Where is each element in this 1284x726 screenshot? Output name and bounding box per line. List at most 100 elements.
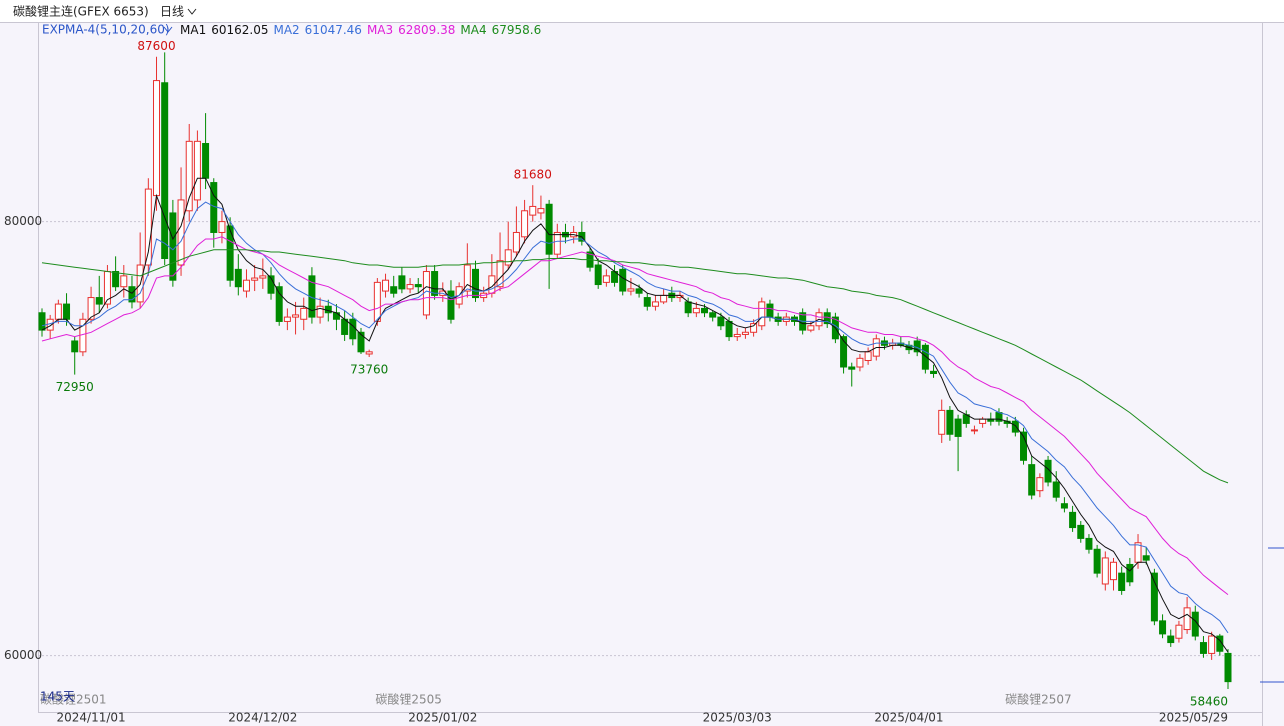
candle-body bbox=[472, 268, 480, 299]
candle-body bbox=[193, 140, 201, 201]
candle-body bbox=[63, 303, 71, 320]
candle-body bbox=[177, 199, 185, 266]
candle-body bbox=[349, 318, 357, 340]
candle-body bbox=[71, 340, 79, 353]
candle-body bbox=[259, 275, 267, 279]
candle-body bbox=[128, 286, 136, 303]
legend: MA1 60162.05 MA2 61047.46 MA3 62809.38 MA4 6795… bbox=[180, 23, 541, 37]
candle-body bbox=[1183, 607, 1191, 631]
candle-body bbox=[717, 316, 725, 327]
candle-body bbox=[463, 264, 471, 292]
legend-value: 61047.46 bbox=[305, 23, 362, 37]
candle-body bbox=[1142, 555, 1150, 561]
candle-body bbox=[161, 82, 169, 260]
candle-body bbox=[431, 271, 439, 296]
candle-body bbox=[1036, 477, 1044, 492]
extreme-label: 87600 bbox=[137, 39, 175, 53]
legend-value: 67958.6 bbox=[492, 23, 542, 37]
extreme-label: 73760 bbox=[350, 363, 388, 377]
candle-body bbox=[807, 325, 815, 331]
x-tick-label: 2025/03/03 bbox=[703, 711, 772, 725]
candle-body bbox=[316, 305, 324, 318]
candle-body bbox=[1126, 563, 1134, 583]
legend-entry: MA3 62809.38 bbox=[367, 23, 455, 37]
period-selector[interactable]: 日线 bbox=[160, 5, 184, 19]
candle-body bbox=[619, 268, 627, 292]
candle-body bbox=[725, 320, 733, 338]
candle-body bbox=[553, 231, 561, 255]
candle-body bbox=[766, 303, 774, 318]
legend-value: 62809.38 bbox=[398, 23, 455, 37]
candle-body bbox=[741, 331, 749, 335]
candle-body bbox=[87, 297, 95, 320]
candle-body bbox=[300, 307, 308, 320]
ma-line bbox=[41, 201, 1229, 634]
candle-body bbox=[1101, 557, 1109, 585]
candle-body bbox=[447, 290, 455, 320]
candle-body bbox=[840, 336, 848, 368]
y-tick-label: 60000 bbox=[4, 648, 42, 662]
candle-body bbox=[496, 260, 504, 288]
chevron bbox=[187, 8, 197, 15]
candle-body bbox=[1069, 511, 1077, 529]
candle-body bbox=[54, 303, 62, 320]
extreme-label: 72950 bbox=[56, 380, 94, 394]
legend-entry: MA2 61047.46 bbox=[273, 23, 361, 37]
indicator-name[interactable]: EXPMA-4(5,10,20,60) bbox=[42, 23, 170, 37]
header-bar bbox=[0, 0, 1284, 22]
candle-body bbox=[406, 284, 414, 290]
candle-body bbox=[1208, 635, 1216, 654]
candle-body bbox=[373, 281, 381, 322]
candle-body bbox=[332, 312, 340, 320]
candle-body bbox=[946, 409, 954, 435]
candle-body bbox=[627, 288, 635, 292]
candle-body bbox=[357, 331, 365, 353]
legend-entry: MA4 67958.6 bbox=[460, 23, 541, 37]
candle-body bbox=[692, 307, 700, 314]
x-tick-label: 2025/04/01 bbox=[874, 711, 943, 725]
legend-entry: MA1 60162.05 bbox=[180, 23, 268, 37]
candle-body bbox=[218, 221, 226, 233]
candle-body bbox=[202, 143, 210, 179]
legend-name: MA4 bbox=[460, 23, 486, 37]
plot: 60000 80000 2024/11/01 2024/12/02 2025/01/02… bbox=[4, 39, 1262, 725]
extreme-label: 81680 bbox=[514, 168, 552, 182]
candle-body bbox=[275, 286, 283, 322]
candle-body bbox=[1216, 635, 1224, 652]
candle-body bbox=[283, 316, 291, 322]
candle-body bbox=[1109, 561, 1117, 581]
candle-body bbox=[1077, 524, 1085, 539]
chevron bbox=[163, 26, 173, 33]
extreme-label: 58460 bbox=[1190, 695, 1228, 709]
candle-body bbox=[643, 297, 651, 307]
y-tick-label: 80000 bbox=[4, 214, 42, 228]
candle-body bbox=[1118, 572, 1126, 591]
candle-body bbox=[651, 301, 659, 307]
symbol-title[interactable]: 碳酸锂主连(GFEX 6653) bbox=[13, 4, 149, 19]
candle-body bbox=[234, 268, 242, 288]
candle-body bbox=[390, 286, 398, 294]
candle-body bbox=[1052, 481, 1060, 498]
candle-body bbox=[537, 208, 545, 214]
candle-body bbox=[529, 205, 537, 216]
x-tick-label: 2024/11/01 bbox=[56, 711, 125, 725]
candle-body bbox=[1199, 642, 1207, 654]
contract-label: 碳酸锂2501 bbox=[40, 692, 107, 707]
x-tick-label: 2024/12/02 bbox=[228, 711, 297, 725]
x-tick-label: 2025/01/02 bbox=[408, 711, 477, 725]
candle-body bbox=[38, 312, 46, 331]
candle-body bbox=[1175, 624, 1183, 639]
legend-name: MA1 bbox=[180, 23, 206, 37]
legend-name: MA3 bbox=[367, 23, 393, 37]
candle-body bbox=[521, 210, 529, 238]
candle-body bbox=[1011, 420, 1019, 433]
candle-body bbox=[251, 277, 259, 281]
candle-body bbox=[954, 418, 962, 437]
ma-line bbox=[41, 236, 1229, 595]
candle-body bbox=[1224, 652, 1232, 683]
candle-body bbox=[292, 314, 300, 318]
candle-body bbox=[938, 409, 946, 435]
candle-body bbox=[856, 357, 864, 368]
candle-body bbox=[1167, 635, 1175, 644]
